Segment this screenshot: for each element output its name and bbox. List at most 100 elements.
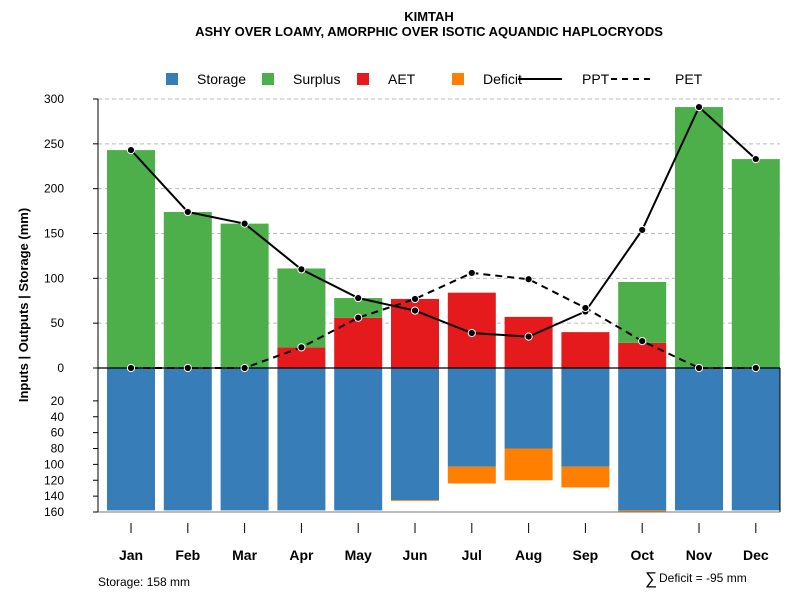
legend-label-aet: AET xyxy=(388,71,416,87)
legend-item-pet: PET xyxy=(611,71,703,87)
aet-bar-aug xyxy=(504,316,553,368)
storage-bar-dec xyxy=(731,368,780,511)
deficit-bar-jul xyxy=(447,466,496,484)
legend-label-storage: Storage xyxy=(197,71,246,87)
upper-tick-label-100: 100 xyxy=(44,271,64,285)
deficit-bar-sep xyxy=(561,466,610,488)
ppt-point-mar xyxy=(240,219,249,228)
ppt-point-aug xyxy=(524,332,533,341)
deficit-bar-oct xyxy=(618,510,667,512)
sum-symbol: ∑ xyxy=(645,569,657,588)
axes: 05010015020025030020406080100120140160Ja… xyxy=(44,92,781,563)
aet-bar-oct xyxy=(618,342,667,368)
x-label-jun: Jun xyxy=(403,547,428,563)
legend-item-storage: Storage xyxy=(166,71,246,87)
x-label-mar: Mar xyxy=(232,547,257,563)
deficit-note: Deficit = -95 mm xyxy=(659,571,747,585)
deficit-bar-aug xyxy=(504,448,553,481)
pet-point-feb xyxy=(183,363,192,373)
series-lines xyxy=(126,102,760,373)
storage-bar-aug xyxy=(504,368,553,449)
legend-label-deficit: Deficit xyxy=(483,71,522,87)
surplus-bar-feb xyxy=(163,211,212,368)
surplus-bar-apr xyxy=(277,268,326,348)
storage-bar-sep xyxy=(561,368,610,467)
storage-bar-jun xyxy=(391,368,439,501)
storage-bar-mar xyxy=(220,368,269,511)
storage-bar-apr xyxy=(277,368,326,511)
x-label-dec: Dec xyxy=(743,547,769,563)
pet-point-aug xyxy=(524,275,533,284)
legend-item-aet: AET xyxy=(357,71,416,87)
upper-tick-label-150: 150 xyxy=(44,227,64,241)
storage-bar-oct xyxy=(618,368,667,511)
x-label-may: May xyxy=(345,547,372,563)
x-label-jan: Jan xyxy=(119,547,143,563)
legend-item-deficit: Deficit xyxy=(452,71,522,87)
legend-item-ppt: PPT xyxy=(518,71,610,87)
pet-point-mar xyxy=(240,363,249,373)
storage-bar-jan xyxy=(107,368,155,511)
storage-note: Storage: 158 mm xyxy=(98,575,190,589)
y-axis-label: Inputs | Outputs | Storage (mm) xyxy=(16,208,31,402)
pet-line xyxy=(131,271,756,369)
ppt-point-apr xyxy=(297,265,306,274)
x-label-feb: Feb xyxy=(175,547,200,563)
x-label-sep: Sep xyxy=(573,547,599,563)
pet-point-oct xyxy=(638,337,647,346)
ppt-point-dec xyxy=(751,154,760,164)
legend-swatch-storage xyxy=(166,73,178,85)
chart-subtitle: ASHY OVER LOAMY, AMORPHIC OVER ISOTIC AQ… xyxy=(195,24,663,39)
lower-tick-label-160: 160 xyxy=(44,505,64,519)
storage-bar-jul xyxy=(447,368,496,467)
ppt-point-jul xyxy=(467,328,476,338)
pet-point-may xyxy=(354,313,363,322)
pet-point-dec xyxy=(751,363,760,373)
surplus-bar-dec xyxy=(731,159,780,368)
legend-label-ppt: PPT xyxy=(582,71,610,87)
legend-swatch-deficit xyxy=(452,73,464,85)
chart-title: KIMTAH xyxy=(404,9,454,24)
pet-point-apr xyxy=(297,343,306,352)
lower-tick-label-120: 120 xyxy=(44,473,64,487)
legend-swatch-surplus xyxy=(262,73,274,85)
deficit-bar-jun xyxy=(391,500,439,501)
x-label-nov: Nov xyxy=(686,547,713,563)
ppt-line xyxy=(130,105,757,338)
surplus-bar-oct xyxy=(618,281,667,343)
upper-tick-label-50: 50 xyxy=(51,316,65,330)
legend-item-surplus: Surplus xyxy=(262,71,340,87)
x-label-jul: Jul xyxy=(462,547,482,563)
lower-tick-label-20: 20 xyxy=(51,394,65,408)
pet-point-nov xyxy=(694,363,704,373)
legend-label-pet: PET xyxy=(675,71,703,87)
upper-tick-label-300: 300 xyxy=(44,92,64,106)
lower-tick-label-40: 40 xyxy=(51,410,65,424)
surplus-bar-nov xyxy=(675,107,723,368)
ppt-point-oct xyxy=(638,225,647,235)
pet-point-sep xyxy=(581,303,590,313)
storage-bar-feb xyxy=(163,368,212,511)
lower-tick-label-100: 100 xyxy=(44,457,64,471)
pet-point-jul xyxy=(467,268,476,278)
storage-bar-may xyxy=(334,368,383,511)
storage-bar-nov xyxy=(675,368,723,511)
lower-tick-label-60: 60 xyxy=(51,426,65,440)
aet-bar-sep xyxy=(561,332,610,368)
legend-swatch-aet xyxy=(357,73,369,85)
x-label-aug: Aug xyxy=(515,547,542,563)
pet-point-jun xyxy=(410,294,420,304)
ppt-point-jan xyxy=(126,146,136,155)
upper-tick-label-200: 200 xyxy=(44,182,64,196)
ppt-point-feb xyxy=(183,207,192,217)
surplus-bar-mar xyxy=(220,223,269,368)
ppt-point-may xyxy=(354,293,363,303)
x-label-oct: Oct xyxy=(631,547,655,563)
pet-point-jan xyxy=(126,363,136,373)
lower-tick-label-140: 140 xyxy=(44,489,64,503)
upper-tick-label-250: 250 xyxy=(44,137,64,151)
surplus-bar-jan xyxy=(107,150,155,368)
aet-bar-may xyxy=(334,317,383,368)
lower-tick-label-80: 80 xyxy=(51,442,65,456)
